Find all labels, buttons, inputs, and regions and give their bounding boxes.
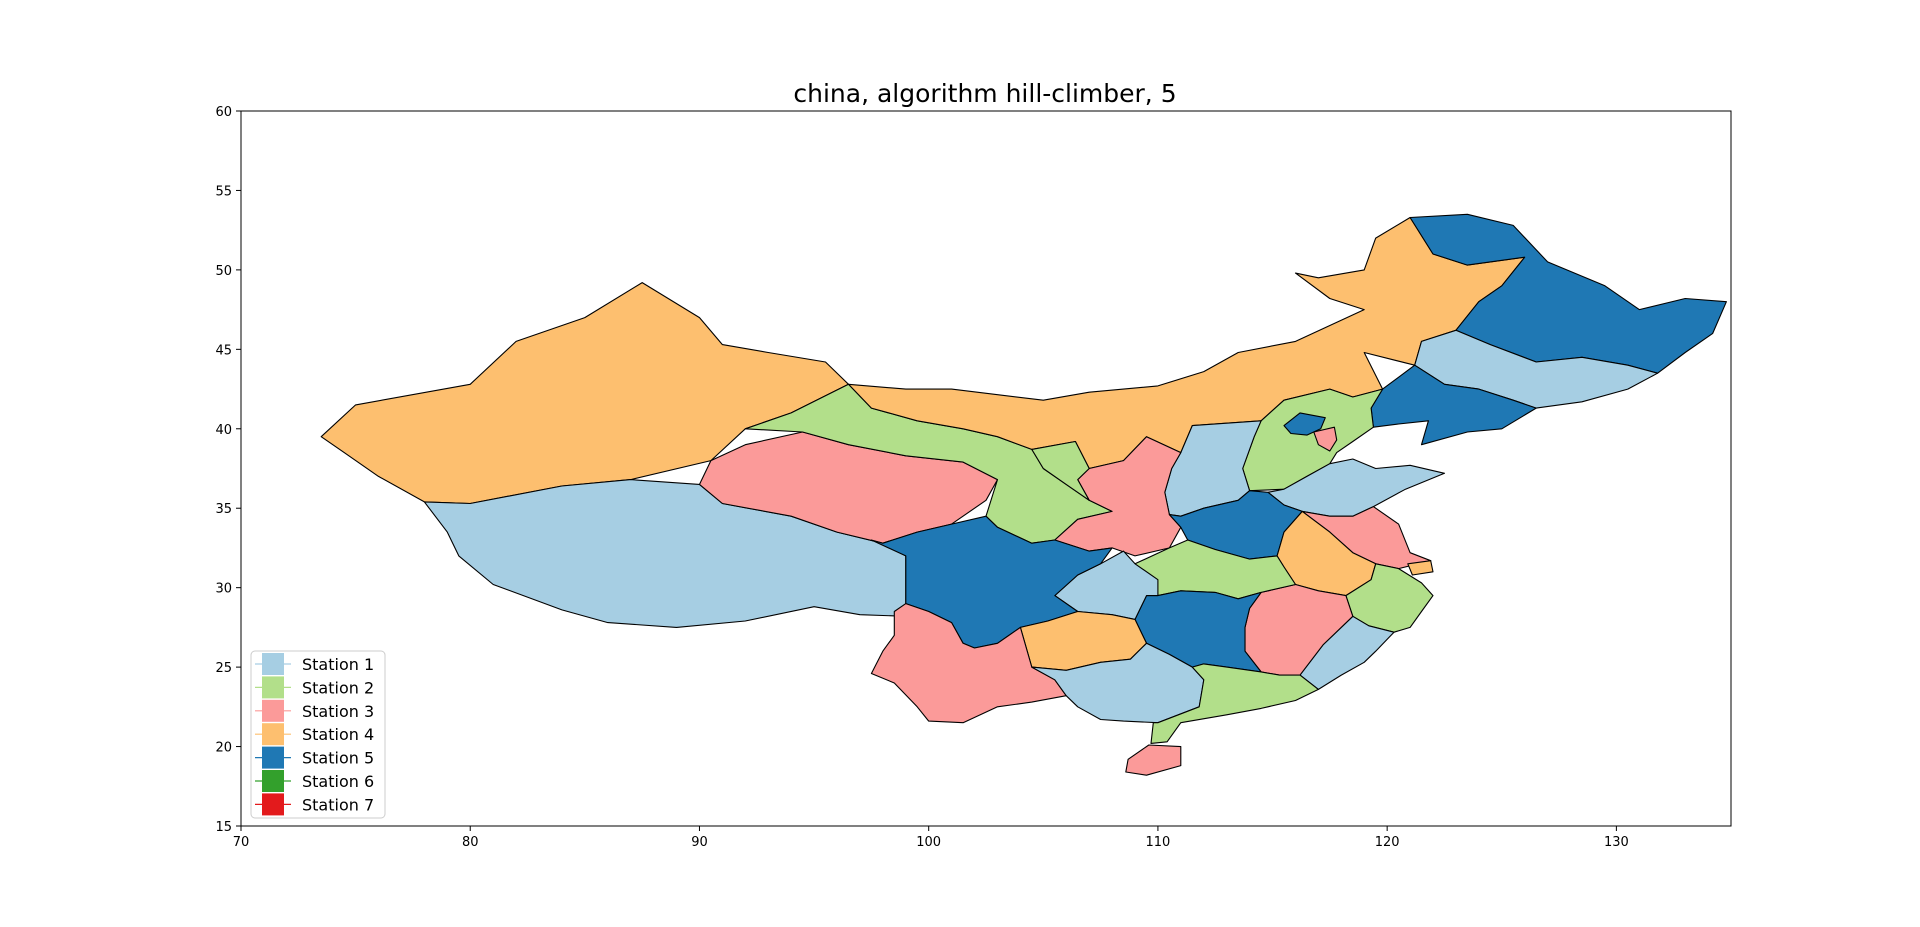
province-regions xyxy=(320,213,1727,776)
legend-swatch xyxy=(262,699,284,722)
y-tick-label: 25 xyxy=(215,661,232,676)
region-liaoning xyxy=(1370,364,1537,446)
x-tick-label: 80 xyxy=(462,835,479,850)
x-tick-label: 100 xyxy=(916,835,941,850)
y-tick-label: 30 xyxy=(215,582,232,597)
legend-box xyxy=(250,650,386,819)
region-guangdong xyxy=(1150,663,1319,744)
legend-label: Station 7 xyxy=(302,795,374,814)
y-tick-label: 60 xyxy=(215,105,232,120)
legend-swatch xyxy=(262,676,284,699)
region-shaanxi xyxy=(1054,436,1182,557)
y-tick-label: 40 xyxy=(215,423,232,438)
region-qinghai xyxy=(698,431,999,544)
y-tick-label: 15 xyxy=(215,820,232,835)
x-axis-ticks: 70 80 90 100 110 120 130 xyxy=(233,826,1629,850)
y-axis-ticks: 15 20 25 30 35 40 45 50 55 60 xyxy=(215,105,241,835)
y-tick-label: 20 xyxy=(215,741,232,756)
y-tick-label: 35 xyxy=(215,502,232,517)
legend-entry-station-3: Station 3 xyxy=(255,699,374,722)
y-tick-label: 55 xyxy=(215,184,232,199)
legend-swatch xyxy=(262,793,284,816)
legend-swatch xyxy=(262,770,284,792)
axes-frame xyxy=(240,110,1732,827)
legend-entry-station-5: Station 5 xyxy=(255,746,374,769)
region-hainan xyxy=(1125,744,1182,776)
x-tick-label: 90 xyxy=(691,835,708,850)
legend-label: Station 4 xyxy=(302,725,374,744)
legend-swatch xyxy=(262,653,284,675)
legend-entry-station-4: Station 4 xyxy=(255,723,374,746)
x-tick-label: 120 xyxy=(1375,835,1400,850)
x-tick-label: 70 xyxy=(233,835,250,850)
legend-label: Station 6 xyxy=(302,772,374,791)
legend-entry-station-7: Station 7 xyxy=(255,793,374,816)
y-tick-label: 50 xyxy=(215,264,232,279)
x-tick-label: 110 xyxy=(1146,835,1171,850)
legend-label: Station 1 xyxy=(302,655,374,674)
legend-entry-station-1: Station 1 xyxy=(255,653,374,675)
region-ningxia xyxy=(1031,440,1090,501)
region-tianjin xyxy=(1313,426,1338,452)
y-tick-label: 45 xyxy=(215,343,232,358)
legend-entry-station-6: Station 6 xyxy=(255,770,374,792)
legend-label: Station 2 xyxy=(302,678,374,697)
legend-entry-station-2: Station 2 xyxy=(255,676,374,699)
x-tick-label: 130 xyxy=(1604,835,1629,850)
legend-swatch xyxy=(262,723,284,746)
plot-area xyxy=(240,110,1732,827)
region-beijing xyxy=(1283,412,1326,436)
legend-entries: Station 1 Station 2 Station 3 Station 4 Stat… xyxy=(255,653,374,816)
legend-label: Station 5 xyxy=(302,749,374,768)
region-shanghai xyxy=(1407,560,1434,576)
map-title: china, algorithm hill-climber, 5 xyxy=(793,79,1176,108)
legend-label: Station 3 xyxy=(302,702,374,721)
legend-swatch xyxy=(262,746,284,769)
legend: Station 1 Station 2 Station 3 Station 4 Stat… xyxy=(250,650,386,819)
